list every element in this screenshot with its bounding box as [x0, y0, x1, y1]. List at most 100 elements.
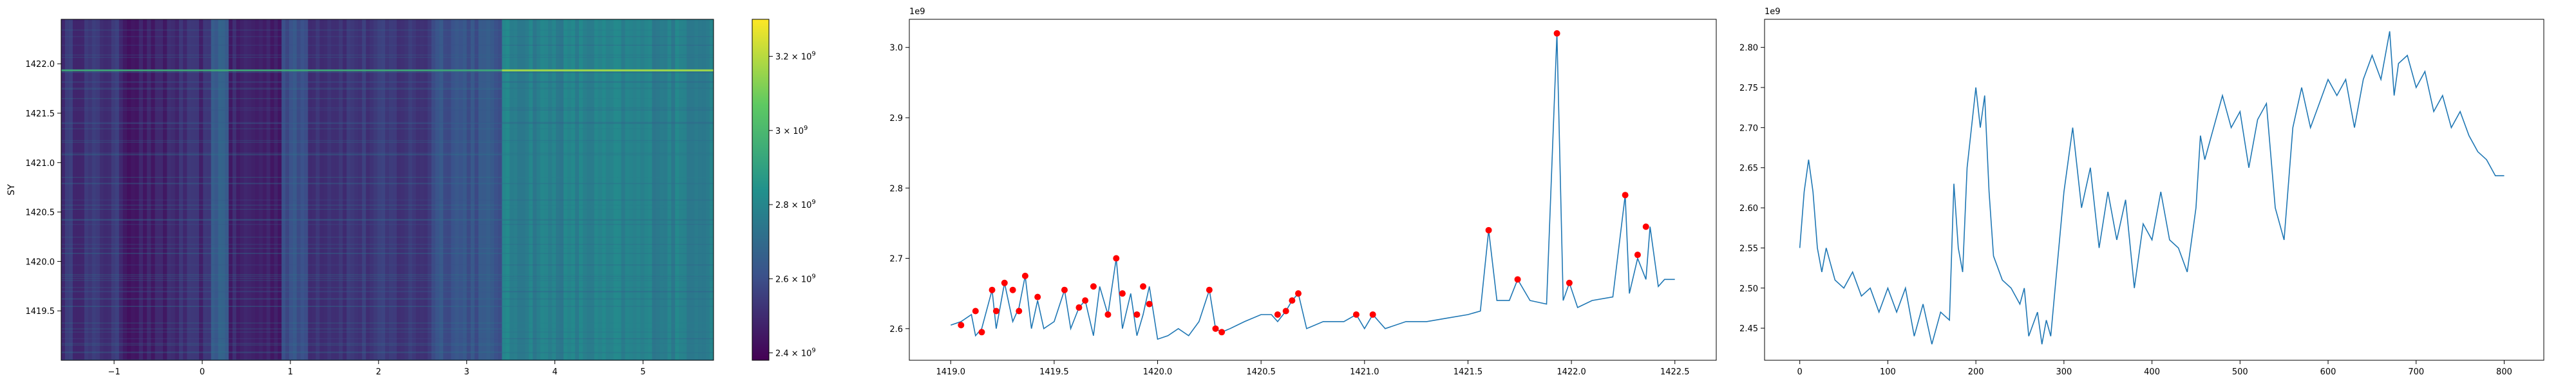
colorbar-tick-label: 3.2 × 109	[775, 51, 816, 62]
heatmap-cell-column	[466, 19, 471, 360]
heatmap-row-streak	[61, 82, 714, 83]
heatmap-row-streak	[61, 248, 714, 249]
heatmap-cell-column	[389, 19, 393, 360]
heatmap-row-streak	[61, 81, 714, 82]
peak-marker	[978, 329, 985, 336]
x-tick-label: 400	[2144, 367, 2160, 377]
heatmap-row-streak	[61, 322, 714, 324]
index-axes-frame	[1764, 19, 2544, 361]
peak-marker	[1140, 283, 1147, 290]
heatmap-cell-column	[517, 19, 522, 360]
heatmap-cell-column	[552, 19, 556, 360]
x-tick-label: 1420.5	[1246, 367, 1276, 377]
heatmap-cell-column	[586, 19, 591, 360]
heatmap-cell-column	[167, 19, 172, 360]
colorbar-tick-label: 2.6 × 109	[775, 273, 816, 284]
heatmap-cell-column	[158, 19, 164, 360]
heatmap-cell-column	[316, 19, 320, 360]
heatmap-cell-column	[540, 19, 545, 360]
x-tick-label: 0	[1797, 367, 1803, 377]
y-tick-label: 2.75	[1739, 84, 1758, 93]
heatmap-cell-column	[423, 19, 428, 360]
heatmap-cell-column	[582, 19, 587, 360]
x-tick-label: 1419.5	[1039, 367, 1069, 377]
heatmap-cell-column	[292, 19, 298, 360]
heatmap-cell-column	[308, 19, 312, 360]
peak-marker	[1352, 311, 1359, 318]
heatmap-cell-column	[191, 19, 196, 360]
colorbar-ticks: 2.4 × 109 2.6 × 109 2.8 × 109 3 × 109 3.2 × …	[769, 51, 816, 358]
heatmap-cell-column	[381, 19, 386, 360]
heatmap-cell-column	[127, 19, 131, 360]
peak-marker	[1001, 279, 1008, 286]
heatmap-cell-column	[339, 19, 343, 360]
y-tick-label: 2.8	[889, 184, 903, 194]
peak-marker	[1485, 226, 1492, 234]
heatmap-cell-column	[415, 19, 421, 360]
x-tick-label: 1421.5	[1454, 367, 1483, 377]
heatmap-cell-column	[594, 19, 599, 360]
peak-marker	[1146, 300, 1153, 308]
y-tick-label: 2.7	[889, 255, 903, 264]
peak-marker	[1212, 325, 1219, 332]
heatmap-y-axis-label: SY	[6, 184, 17, 196]
heatmap-cell-column	[401, 19, 405, 360]
heatmap-cell-column	[178, 19, 184, 360]
heatmap-cell-column	[490, 19, 495, 360]
heatmap-cell-column	[617, 19, 622, 360]
heatmap-cell-column	[564, 19, 568, 360]
heatmap-cell-column	[103, 19, 108, 360]
heatmap-cell-column	[474, 19, 479, 360]
heatmap-cell-column	[255, 19, 260, 360]
heatmap-cell-column	[690, 19, 695, 360]
heatmap-cell-column	[243, 19, 249, 360]
y-tick-label: 2.45	[1739, 324, 1758, 334]
heatmap-cell-column	[278, 19, 282, 360]
heatmap-cell-column	[652, 19, 656, 360]
heatmap-cell-column	[694, 19, 699, 360]
heatmap-cell-column	[536, 19, 541, 360]
heatmap-cell-column	[61, 19, 66, 360]
peak-marker	[1553, 30, 1560, 37]
peak-marker	[972, 308, 979, 315]
heatmap-cell-column	[377, 19, 382, 360]
heatmap-cell-column	[194, 19, 200, 360]
colorbar-gradient	[752, 19, 770, 361]
colorbar-tick-label: 2.8 × 109	[775, 199, 816, 210]
heatmap-cell-column	[698, 19, 703, 360]
peak-marker	[1009, 286, 1016, 293]
heatmap-row-streak	[61, 264, 714, 266]
y-tick-label: 2.65	[1739, 164, 1758, 174]
heatmap-cell-column	[274, 19, 278, 360]
heatmap-row-streak	[61, 275, 714, 277]
heatmap-cell-column	[131, 19, 136, 360]
x-tick-label: 300	[2056, 367, 2072, 377]
heatmap-cell-column	[346, 19, 351, 360]
heatmap-cell-column	[644, 19, 649, 360]
peak-marker	[1061, 286, 1068, 293]
heatmap-row-streak	[61, 291, 714, 293]
heatmap-cell-column	[525, 19, 529, 360]
heatmap-row-streak	[61, 343, 714, 344]
x-tick-label: 0	[200, 367, 205, 377]
heatmap-cell-column	[88, 19, 93, 360]
heatmap-cell-column	[331, 19, 336, 360]
heatmap-cell-column	[408, 19, 413, 360]
heatmap-cell-column	[625, 19, 630, 360]
heatmap-cell-column	[80, 19, 85, 360]
heatmap-row-streak	[61, 123, 714, 124]
heatmap-cell-column	[567, 19, 572, 360]
peaks-x-ticks: 1419.0 1419.5 1420.0 1420.5 1421.0 1421.5 1422…	[936, 360, 1689, 377]
heatmap-cell-column	[289, 19, 294, 360]
heatmap-cell-column	[571, 19, 576, 360]
heatmap-row-streak	[61, 278, 714, 279]
heatmap-cell-column	[232, 19, 237, 360]
heatmap-cell-column	[451, 19, 456, 360]
peak-marker	[1119, 290, 1126, 297]
heatmap-cell-column	[199, 19, 204, 360]
heatmap-row-streak	[61, 331, 714, 333]
heatmap-cell-column	[374, 19, 378, 360]
peak-marker	[1034, 293, 1041, 300]
heatmap-cell-column	[285, 19, 290, 360]
heatmap-cell-column	[370, 19, 374, 360]
